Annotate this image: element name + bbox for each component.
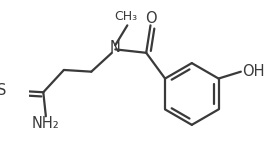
Text: CH₃: CH₃: [114, 10, 137, 23]
Text: OH: OH: [242, 64, 264, 79]
Text: S: S: [0, 83, 6, 98]
Text: N: N: [110, 40, 121, 55]
Text: NH₂: NH₂: [32, 116, 60, 132]
Text: O: O: [145, 11, 156, 26]
